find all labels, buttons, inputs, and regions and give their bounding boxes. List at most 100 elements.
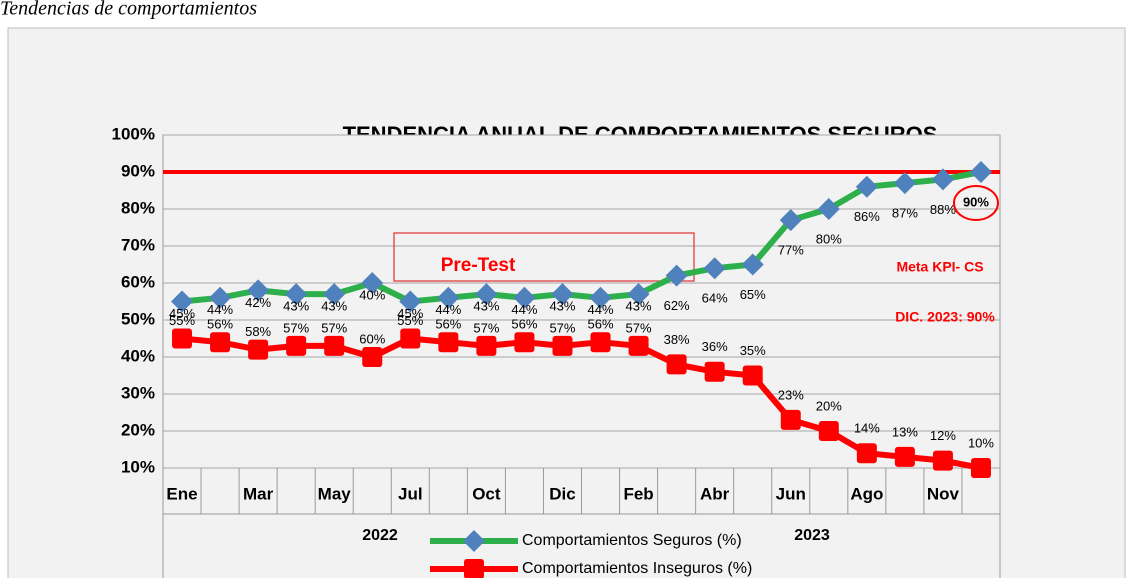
- data-label: 13%: [892, 424, 918, 439]
- data-label: 56%: [511, 317, 537, 332]
- data-point: [590, 332, 611, 353]
- data-label: 40%: [359, 287, 385, 302]
- x-tick-label: May: [318, 484, 352, 503]
- data-label: 57%: [626, 320, 652, 335]
- page-heading: Tendencias de comportamientos: [0, 0, 257, 20]
- data-label: 77%: [778, 243, 804, 258]
- data-point: [931, 168, 954, 191]
- data-label: 43%: [473, 299, 499, 314]
- data-label: 20%: [816, 398, 842, 413]
- data-point: [247, 279, 270, 302]
- data-point: [361, 272, 384, 294]
- data-point: [248, 339, 269, 360]
- data-label: 88%: [930, 202, 956, 217]
- data-label: 10%: [968, 435, 994, 450]
- data-label: 36%: [702, 339, 728, 354]
- data-point: [969, 161, 992, 183]
- data-label: 12%: [930, 428, 956, 443]
- data-label: 44%: [435, 302, 461, 317]
- data-point: [589, 286, 612, 309]
- data-label: 57%: [283, 320, 309, 335]
- annotation: Meta KPI- CS: [896, 259, 983, 275]
- data-point: [893, 172, 916, 195]
- data-point: [855, 175, 878, 198]
- data-point: [551, 283, 574, 306]
- data-point: [665, 264, 688, 287]
- data-label: 58%: [245, 324, 271, 339]
- data-label: 60%: [359, 331, 385, 346]
- data-label: 42%: [245, 295, 271, 310]
- y-tick-label: 90%: [121, 161, 155, 180]
- y-tick-label: 70%: [121, 235, 155, 254]
- y-tick-label: 50%: [121, 309, 155, 328]
- data-label: 90%: [963, 194, 989, 209]
- x-tick-label: Oct: [472, 484, 501, 503]
- data-label: 23%: [778, 387, 804, 402]
- data-label: 56%: [588, 317, 614, 332]
- y-tick-label: 20%: [121, 420, 155, 439]
- data-label: 44%: [511, 302, 537, 317]
- highlight-circle: [952, 185, 999, 221]
- y-tick-label: 40%: [121, 346, 155, 365]
- data-point: [780, 409, 801, 430]
- x-tick-label: Jun: [776, 484, 806, 503]
- data-label: 87%: [892, 206, 918, 221]
- y-tick-label: 80%: [121, 198, 155, 217]
- data-label: 56%: [435, 317, 461, 332]
- series-line: [181, 335, 982, 471]
- data-point: [437, 286, 460, 309]
- data-point: [666, 354, 687, 375]
- x-tick-label: Ago: [850, 484, 883, 503]
- data-label: 64%: [702, 291, 728, 306]
- data-label: 14%: [854, 421, 880, 436]
- data-point: [209, 286, 232, 309]
- annotation: Pre-Test: [441, 255, 516, 276]
- data-point: [475, 283, 498, 306]
- data-point: [323, 283, 346, 306]
- data-label: 43%: [626, 299, 652, 314]
- data-point: [818, 421, 839, 441]
- data-point: [779, 209, 802, 232]
- data-label: 43%: [283, 299, 309, 314]
- x-tick-label: Mar: [243, 484, 274, 503]
- data-point: [741, 253, 764, 276]
- data-label: 55%: [397, 313, 423, 328]
- data-point: [438, 332, 459, 353]
- data-point: [703, 257, 726, 280]
- data-point: [324, 335, 345, 356]
- data-point: [742, 365, 763, 386]
- data-label: 44%: [207, 302, 233, 317]
- x-group-label: 2023: [794, 527, 830, 544]
- data-point: [627, 283, 650, 306]
- data-label: 55%: [169, 313, 195, 328]
- legend-label: Comportamientos Inseguros (%): [522, 560, 752, 577]
- data-point: [476, 335, 497, 356]
- data-point: [552, 335, 573, 356]
- data-point: [286, 335, 307, 356]
- annotation: DIC. 2023: 90%: [895, 309, 995, 325]
- data-point: [400, 328, 421, 349]
- y-tick-label: 10%: [121, 457, 155, 476]
- data-label: 45%: [169, 306, 195, 321]
- data-label: 45%: [397, 306, 423, 321]
- data-label: 65%: [740, 287, 766, 302]
- y-tick-label: 60%: [121, 272, 155, 291]
- data-label: 56%: [207, 317, 233, 332]
- data-point: [704, 361, 725, 382]
- y-tick-label: 100%: [112, 124, 155, 143]
- data-point: [817, 198, 840, 220]
- data-label: 80%: [816, 231, 842, 246]
- data-label: 44%: [588, 302, 614, 317]
- x-tick-label: Dic: [549, 484, 575, 503]
- series-line: [181, 169, 982, 305]
- annotation-box: [393, 232, 695, 282]
- data-label: 43%: [321, 299, 347, 314]
- data-label: 38%: [664, 332, 690, 347]
- data-label: 43%: [549, 299, 575, 314]
- data-point: [514, 332, 535, 353]
- x-tick-label: Nov: [927, 484, 960, 503]
- data-point: [172, 328, 193, 349]
- legend-label: Comportamientos Seguros (%): [522, 532, 742, 549]
- data-label: 62%: [664, 298, 690, 313]
